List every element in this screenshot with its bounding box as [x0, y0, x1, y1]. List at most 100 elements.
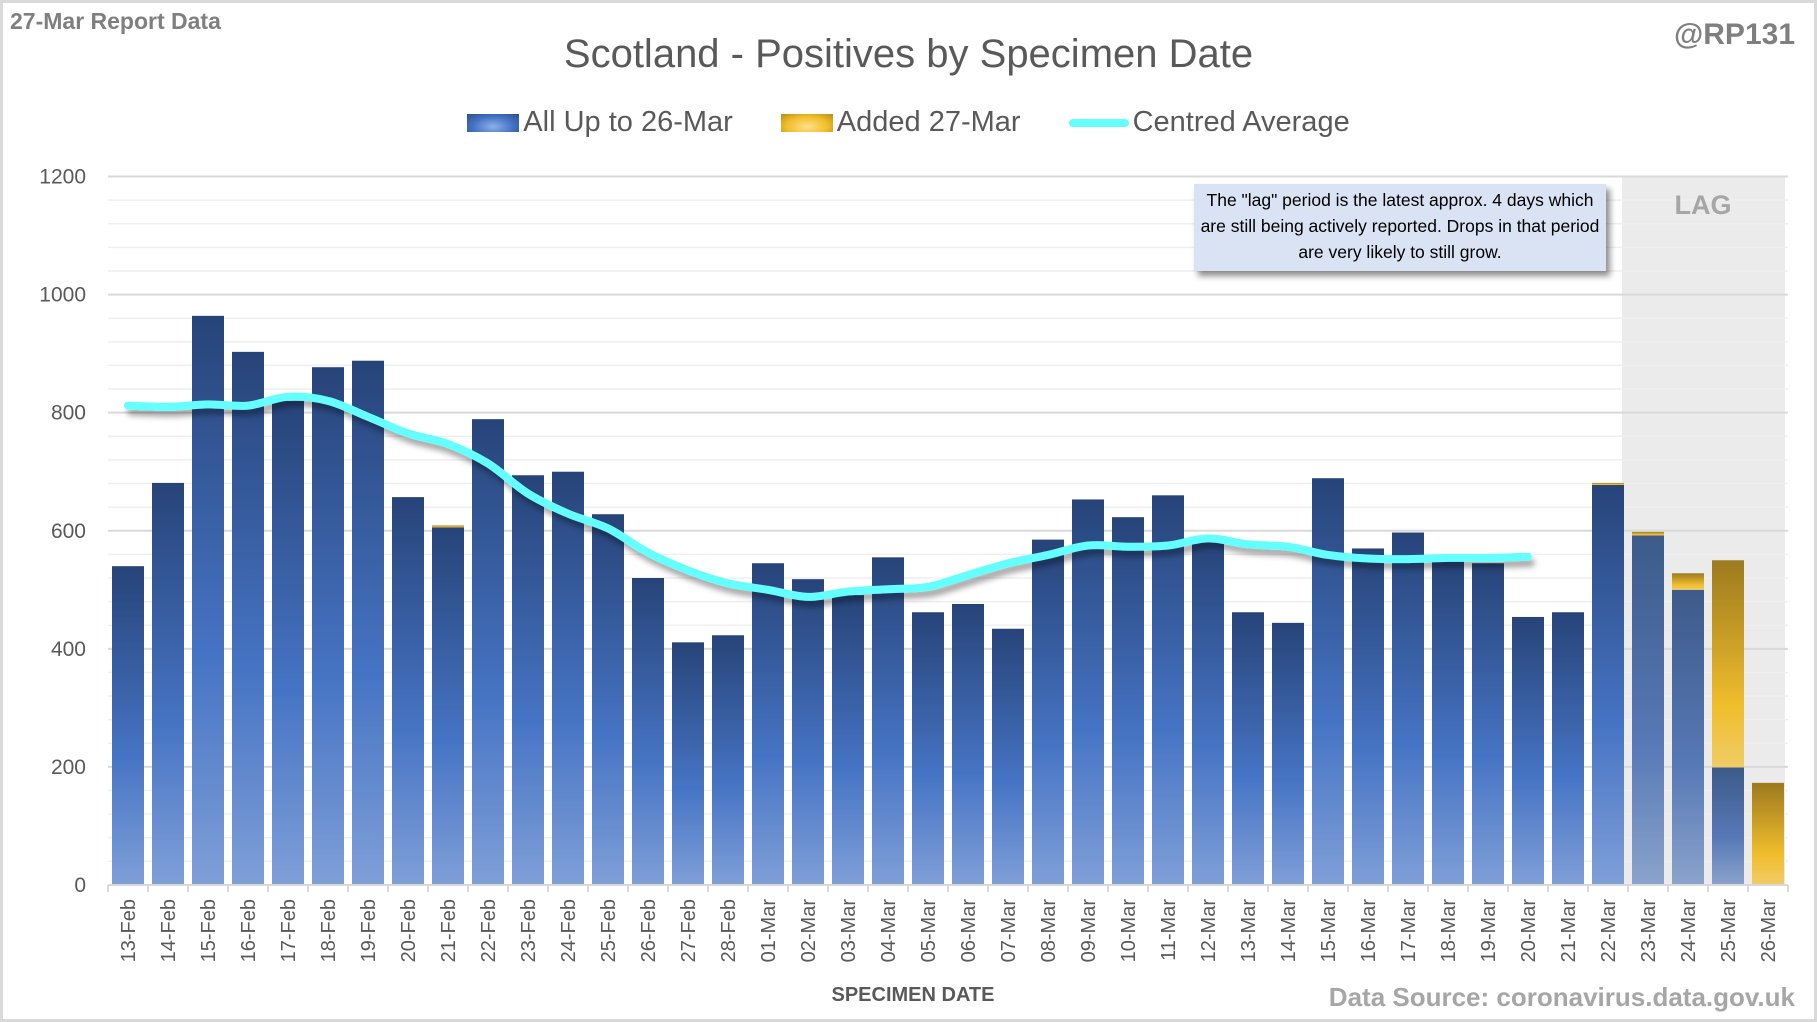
x-tick-label: 17-Feb [278, 899, 300, 962]
bar-all-up-to [552, 471, 584, 885]
x-tick-label: 21-Mar [1558, 899, 1580, 963]
chart-title: Scotland - Positives by Specimen Date [563, 32, 1254, 76]
x-tick-label: 07-Mar [998, 899, 1020, 963]
bar-all-up-to [272, 400, 304, 885]
bar-added [1752, 782, 1784, 885]
bar-all-up-to [1712, 767, 1744, 885]
x-tick-label: 04-Mar [878, 899, 900, 963]
x-tick-label: 20-Mar [1518, 899, 1540, 963]
bar-all-up-to [952, 603, 984, 885]
bar-all-up-to [392, 497, 424, 885]
bar-added [432, 525, 464, 528]
x-tick-label: 22-Mar [1598, 899, 1620, 963]
legend-label: Centred Average [1132, 106, 1350, 138]
legend-label: Added 27-Mar [836, 106, 1021, 138]
bar-all-up-to [1592, 484, 1624, 885]
legend-swatch-gold [780, 113, 833, 132]
bar-all-up-to [792, 579, 824, 885]
x-tick-label: 12-Mar [1198, 899, 1220, 963]
x-tick-label: 20-Feb [398, 899, 420, 962]
bar-all-up-to [1472, 563, 1504, 885]
y-tick-label: 600 [51, 520, 86, 543]
bar-all-up-to [1152, 495, 1184, 885]
legend-swatch-blue [467, 113, 520, 132]
x-tick-label: 14-Feb [158, 899, 180, 962]
bar-all-up-to [432, 526, 464, 885]
bar-all-up-to [1672, 589, 1704, 885]
bar-all-up-to [192, 315, 224, 885]
x-tick-label: 17-Mar [1398, 899, 1420, 963]
x-tick-label: 18-Mar [1438, 899, 1460, 963]
x-tick-label: 25-Feb [598, 899, 620, 962]
x-tick-label: 24-Feb [558, 899, 580, 962]
x-tick-label: 09-Mar [1078, 899, 1100, 963]
x-tick-label: 24-Mar [1678, 899, 1700, 963]
x-tick-label: 16-Feb [238, 899, 260, 962]
x-tick-label: 19-Mar [1478, 899, 1500, 963]
y-tick-label: 1000 [39, 284, 86, 307]
bar-all-up-to [992, 628, 1024, 885]
legend-label: All Up to 26-Mar [523, 106, 733, 138]
x-tick-label: 14-Mar [1278, 899, 1300, 963]
x-tick-label: 21-Feb [438, 899, 460, 962]
y-tick-label: 1200 [39, 166, 86, 189]
legend-item-all-up-to: All Up to 26-Mar [467, 106, 733, 139]
bar-added [1672, 573, 1704, 590]
bar-added [1712, 560, 1744, 768]
x-tick-label: 23-Mar [1638, 899, 1660, 963]
x-axis-title: SPECIMEN DATE [831, 984, 995, 1006]
y-tick-label: 200 [51, 756, 86, 779]
centred-average-line [124, 392, 1532, 601]
bar-all-up-to [712, 635, 744, 885]
bar-all-up-to [1192, 540, 1224, 885]
x-axis: 13-Feb 14-Feb 15-Feb 16-Feb 17-Feb 18-Feb 19-F… [107, 884, 1789, 963]
bar-all-up-to [1432, 561, 1464, 885]
bar-all-up-to [752, 563, 784, 885]
bar-all-up-to [1072, 499, 1104, 885]
author-handle: @RP131 [1674, 18, 1795, 51]
bar-all-up-to [912, 612, 944, 885]
x-tick-label: 11-Mar [1158, 899, 1180, 961]
bar-all-up-to [1312, 478, 1344, 885]
x-tick-label: 01-Mar [758, 899, 780, 963]
x-tick-label: 26-Feb [638, 899, 660, 962]
bar-all-up-to [112, 566, 144, 885]
bar-all-up-to [472, 419, 504, 885]
lag-note-box: The "lag" period is the latest approx. 4… [1194, 184, 1606, 271]
x-tick-label: 16-Mar [1358, 899, 1380, 963]
x-tick-label: 13-Mar [1238, 899, 1260, 963]
bar-added [1632, 531, 1664, 536]
x-tick-label: 28-Feb [718, 899, 740, 962]
bar-all-up-to [1232, 612, 1264, 885]
x-tick-label: 23-Feb [518, 899, 540, 962]
x-tick-label: 18-Feb [318, 899, 340, 962]
y-tick-label: 800 [51, 402, 86, 425]
x-tick-label: 13-Feb [118, 899, 140, 962]
x-tick-label: 08-Mar [1038, 899, 1060, 963]
bar-all-up-to [1552, 612, 1584, 885]
gridlines [108, 175, 1788, 886]
lag-label: LAG [1674, 190, 1732, 220]
y-tick-label: 400 [51, 638, 86, 661]
x-tick-label: 10-Mar [1118, 899, 1140, 963]
x-tick-label: 27-Feb [678, 899, 700, 962]
x-tick-label: 03-Mar [838, 899, 860, 963]
data-source: Data Source: coronavirus.data.gov.uk [1328, 982, 1795, 1012]
y-axis: 0 200 400 600 800 1000 1200 [39, 166, 86, 898]
x-tick-label: 22-Feb [478, 899, 500, 962]
x-tick-label: 19-Feb [358, 899, 380, 962]
bar-all-up-to [1112, 517, 1144, 885]
bar-all-up-to [352, 360, 384, 886]
x-tick-label: 02-Mar [798, 899, 820, 963]
bar-all-up-to [152, 482, 184, 885]
bar-all-up-to [512, 475, 544, 885]
x-tick-label: 06-Mar [958, 899, 980, 963]
legend-item-average: Centred Average [1068, 106, 1350, 139]
x-tick-label: 05-Mar [918, 899, 940, 963]
bar-all-up-to [832, 595, 864, 885]
bar-all-up-to [312, 367, 344, 885]
legend-item-added: Added 27-Mar [780, 106, 1021, 139]
bar-all-up-to [1352, 548, 1384, 885]
x-tick-label: 26-Mar [1758, 899, 1780, 963]
